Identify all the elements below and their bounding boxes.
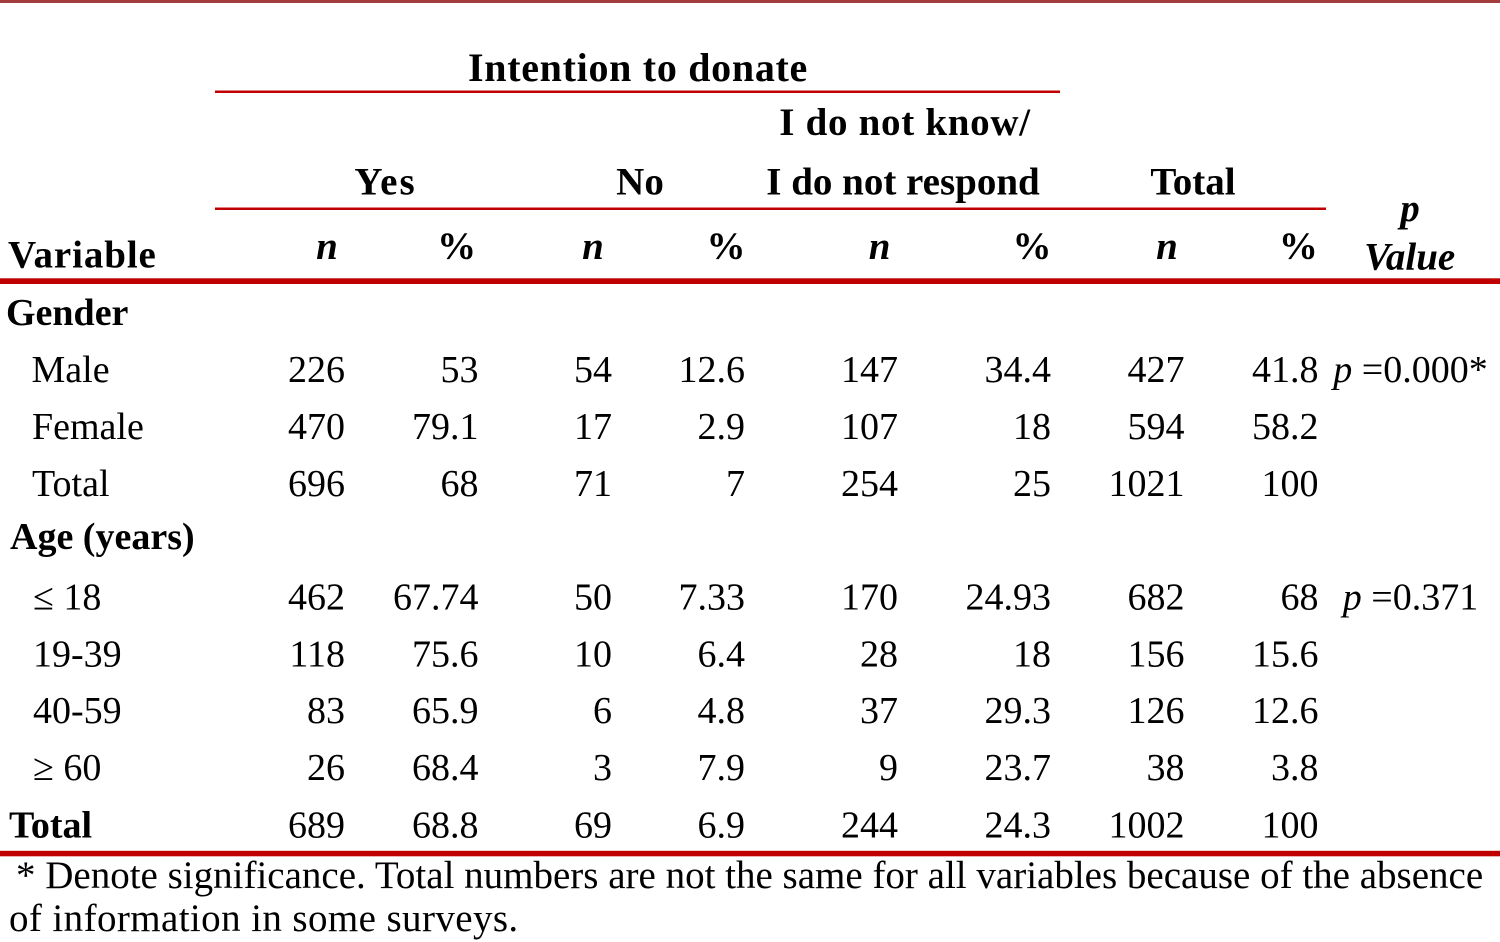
svg-text:147: 147 bbox=[841, 349, 898, 391]
svg-text:58.2: 58.2 bbox=[1252, 406, 1319, 448]
svg-text:Gender: Gender bbox=[6, 292, 129, 334]
svg-text:12.6: 12.6 bbox=[1252, 690, 1319, 732]
svg-text:68: 68 bbox=[441, 463, 479, 505]
svg-text:170: 170 bbox=[841, 577, 898, 619]
svg-text:n: n bbox=[582, 225, 604, 268]
svg-text:%: % bbox=[437, 225, 476, 268]
svg-text:427: 427 bbox=[1128, 349, 1185, 391]
svg-text:19-39: 19-39 bbox=[33, 634, 122, 676]
svg-text:Intention to donate: Intention to donate bbox=[468, 45, 808, 90]
svg-text:I do not respond: I do not respond bbox=[766, 161, 1040, 204]
svg-text:4.8: 4.8 bbox=[698, 690, 746, 732]
svg-text:Total: Total bbox=[9, 805, 92, 847]
svg-text:1021: 1021 bbox=[1109, 463, 1185, 505]
svg-text:Female: Female bbox=[32, 406, 144, 448]
svg-text:26: 26 bbox=[307, 747, 345, 789]
svg-text:Yes: Yes bbox=[354, 161, 416, 204]
svg-text:65.9: 65.9 bbox=[412, 690, 479, 732]
svg-text:of information in some surveys: of information in some surveys. bbox=[9, 897, 519, 940]
svg-text:2.9: 2.9 bbox=[698, 406, 746, 448]
svg-text:68: 68 bbox=[1281, 577, 1319, 619]
svg-text:1002: 1002 bbox=[1109, 805, 1185, 847]
svg-text:594: 594 bbox=[1128, 406, 1185, 448]
svg-text:40-59: 40-59 bbox=[33, 690, 122, 732]
svg-text:Age (years): Age (years) bbox=[10, 516, 195, 558]
svg-text:12.6: 12.6 bbox=[679, 349, 746, 391]
svg-text:Total: Total bbox=[1150, 161, 1235, 204]
svg-text:p: p bbox=[1397, 187, 1420, 230]
svg-text:n: n bbox=[1156, 225, 1178, 268]
svg-text:6.9: 6.9 bbox=[698, 805, 746, 847]
svg-text:244: 244 bbox=[841, 805, 898, 847]
svg-text:682: 682 bbox=[1128, 577, 1185, 619]
svg-text:25: 25 bbox=[1013, 463, 1051, 505]
svg-text:41.8: 41.8 bbox=[1252, 349, 1319, 391]
svg-text:156: 156 bbox=[1128, 634, 1185, 676]
svg-text:7: 7 bbox=[726, 463, 745, 505]
svg-text:34.4: 34.4 bbox=[985, 349, 1052, 391]
svg-text:462: 462 bbox=[288, 577, 345, 619]
svg-text:9: 9 bbox=[879, 747, 898, 789]
svg-text:100: 100 bbox=[1262, 805, 1319, 847]
svg-text:3: 3 bbox=[593, 747, 612, 789]
svg-text:18: 18 bbox=[1013, 634, 1051, 676]
svg-text:6: 6 bbox=[593, 690, 612, 732]
svg-text:54: 54 bbox=[574, 349, 612, 391]
svg-text:23.7: 23.7 bbox=[985, 747, 1052, 789]
svg-text:3.8: 3.8 bbox=[1271, 747, 1319, 789]
svg-text:100: 100 bbox=[1262, 463, 1319, 505]
svg-text:470: 470 bbox=[288, 406, 345, 448]
svg-text:6.4: 6.4 bbox=[698, 634, 746, 676]
svg-text:7.33: 7.33 bbox=[679, 577, 746, 619]
svg-text:28: 28 bbox=[860, 634, 898, 676]
svg-text:29.3: 29.3 bbox=[985, 690, 1052, 732]
svg-text:696: 696 bbox=[288, 463, 345, 505]
svg-text:Male: Male bbox=[32, 349, 110, 391]
svg-text:≤ 18: ≤ 18 bbox=[33, 577, 101, 619]
svg-text:No: No bbox=[616, 161, 664, 204]
svg-text:689: 689 bbox=[288, 805, 345, 847]
svg-text:p =0.371: p =0.371 bbox=[1340, 577, 1478, 619]
svg-text:24.93: 24.93 bbox=[966, 577, 1052, 619]
svg-text:38: 38 bbox=[1147, 747, 1185, 789]
svg-text:126: 126 bbox=[1128, 690, 1185, 732]
svg-text:≥ 60: ≥ 60 bbox=[33, 747, 101, 789]
svg-text:83: 83 bbox=[307, 690, 345, 732]
svg-text:118: 118 bbox=[289, 634, 345, 676]
svg-text:69: 69 bbox=[574, 805, 612, 847]
svg-text:n: n bbox=[316, 225, 338, 268]
svg-text:I do not know/: I do not know/ bbox=[779, 101, 1031, 144]
svg-text:75.6: 75.6 bbox=[412, 634, 479, 676]
svg-text:%: % bbox=[707, 225, 746, 268]
svg-text:68.4: 68.4 bbox=[412, 747, 479, 789]
svg-text:68.8: 68.8 bbox=[412, 805, 479, 847]
svg-text:15.6: 15.6 bbox=[1252, 634, 1319, 676]
svg-text:Variable: Variable bbox=[8, 234, 157, 277]
svg-text:10: 10 bbox=[574, 634, 612, 676]
svg-text:79.1: 79.1 bbox=[412, 406, 479, 448]
svg-text:n: n bbox=[869, 225, 891, 268]
svg-text:Total: Total bbox=[32, 463, 110, 505]
svg-text:7.9: 7.9 bbox=[698, 747, 746, 789]
svg-text:107: 107 bbox=[841, 406, 898, 448]
svg-text:%: % bbox=[1279, 225, 1318, 268]
svg-text:%: % bbox=[1013, 225, 1052, 268]
svg-text:226: 226 bbox=[288, 349, 345, 391]
svg-text:254: 254 bbox=[841, 463, 898, 505]
svg-text:71: 71 bbox=[574, 463, 612, 505]
svg-text:p =0.000*: p =0.000* bbox=[1330, 349, 1487, 391]
svg-text:67.74: 67.74 bbox=[393, 577, 479, 619]
svg-text:50: 50 bbox=[574, 577, 612, 619]
svg-text:37: 37 bbox=[860, 690, 898, 732]
svg-text:Value: Value bbox=[1364, 236, 1455, 279]
svg-text:53: 53 bbox=[441, 349, 479, 391]
svg-text:* Denote significance. Total n: * Denote significance. Total numbers are… bbox=[16, 854, 1483, 897]
svg-text:17: 17 bbox=[574, 406, 612, 448]
svg-text:18: 18 bbox=[1013, 406, 1051, 448]
svg-text:24.3: 24.3 bbox=[985, 805, 1052, 847]
